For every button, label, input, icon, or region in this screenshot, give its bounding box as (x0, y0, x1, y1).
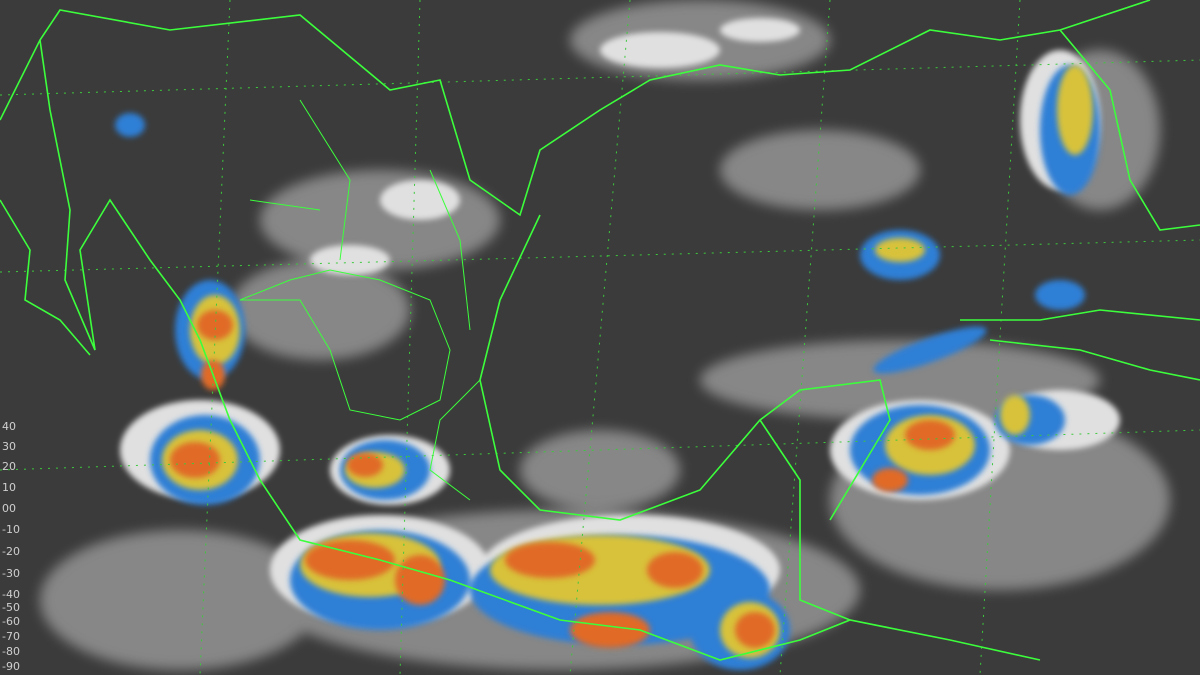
scale-label: -30 (2, 567, 20, 580)
scale-label: -90 (2, 660, 20, 673)
scale-label: 30 (2, 440, 16, 453)
scale-label: -80 (2, 645, 20, 658)
scale-label: 20 (2, 460, 16, 473)
country-borders (0, 0, 1200, 661)
scale-label: -50 (2, 601, 20, 614)
scale-label: 00 (2, 502, 16, 515)
scale-label: 40 (2, 420, 16, 433)
cold-tops-orange-red (170, 310, 955, 648)
scale-label: -40 (2, 588, 20, 601)
scale-label: 10 (2, 481, 16, 494)
scale-label: -10 (2, 523, 20, 536)
scale-label: -70 (2, 630, 20, 643)
scale-label: -20 (2, 545, 20, 558)
scale-label: -60 (2, 615, 20, 628)
